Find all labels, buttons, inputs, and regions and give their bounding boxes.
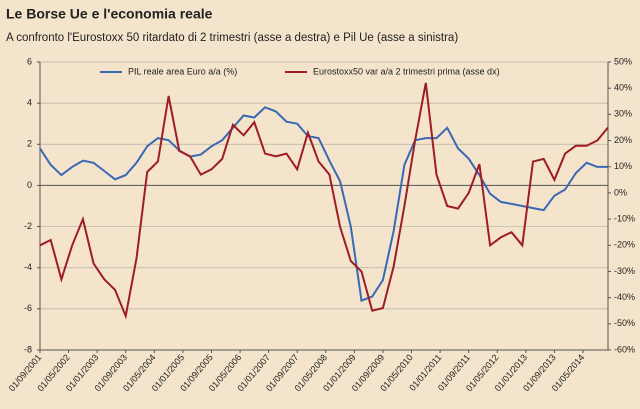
series-line — [39, 106, 608, 302]
y2-tick-label: -20% — [614, 240, 635, 250]
y-tick-label: 2 — [27, 139, 32, 149]
y2-tick-label: -50% — [614, 318, 635, 328]
chart-subtitle: A confronto l'Eurostoxx 50 ritardato di … — [6, 32, 458, 44]
y2-tick-label: -30% — [614, 266, 635, 276]
y-tick-label: -2 — [24, 221, 32, 231]
y-tick-label: -8 — [24, 344, 32, 354]
y-tick-label: 0 — [27, 180, 32, 190]
y-tick-label: 4 — [27, 98, 32, 108]
y-tick-label: -6 — [24, 303, 32, 313]
y2-tick-label: 50% — [614, 56, 632, 66]
y2-tick-label: 20% — [614, 135, 632, 145]
y2-tick-label: 0% — [614, 187, 627, 197]
y-tick-label: -4 — [24, 262, 32, 272]
y2-tick-label: -60% — [614, 344, 635, 354]
legend-label: Eurostoxx50 var a/a 2 trimestri prima (a… — [313, 66, 500, 76]
y2-tick-label: 40% — [614, 83, 632, 93]
y2-tick-label: -10% — [614, 213, 635, 223]
y2-tick-label: 30% — [614, 109, 632, 119]
series-line — [39, 82, 609, 320]
y2-tick-label: -40% — [614, 292, 635, 302]
y-tick-label: 6 — [27, 56, 32, 66]
legend-label: PIL reale area Euro a/a (%) — [128, 66, 237, 76]
y2-tick-label: 10% — [614, 161, 632, 171]
chart-title: Le Borse Ue e l'economia reale — [6, 6, 213, 22]
